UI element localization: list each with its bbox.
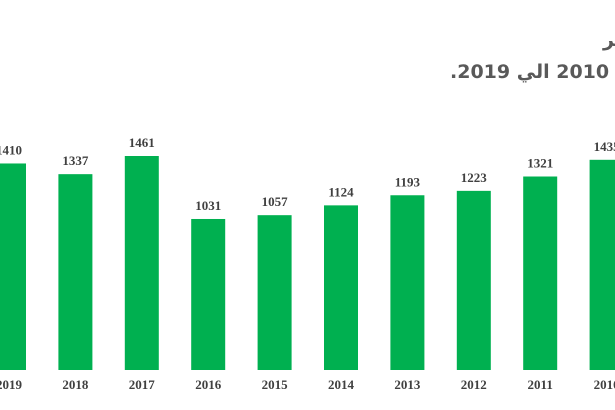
x-tick-label: 2011 <box>528 377 553 392</box>
x-tick-label: 2013 <box>394 377 421 392</box>
bar <box>324 205 358 370</box>
data-label: 1124 <box>328 184 354 199</box>
data-label: 1223 <box>461 170 488 185</box>
bar <box>390 195 425 370</box>
x-tick-label: 2015 <box>262 377 289 392</box>
data-label: 1337 <box>62 153 89 168</box>
bar <box>456 190 491 370</box>
chart-title: شكل رقم 2: تغير عدد المنشآت الفندقية الع… <box>602 27 615 51</box>
x-tick-label: 2019 <box>0 377 23 392</box>
bar <box>124 156 159 370</box>
bar <box>191 218 226 370</box>
x-tick-label: 2012 <box>461 377 487 392</box>
chart-title: العربية خلال الفترة من 2010 الي 2019. <box>450 61 615 83</box>
data-label: 1435 <box>594 139 615 154</box>
x-tick-label: 2018 <box>62 377 89 392</box>
data-label: 1193 <box>395 174 421 189</box>
x-tick-label: 2010 <box>594 377 615 392</box>
x-tick-label: 2014 <box>328 377 355 392</box>
data-label: 1321 <box>527 156 553 171</box>
data-label: 1410 <box>0 142 22 157</box>
bar <box>58 174 93 370</box>
bar <box>0 163 26 370</box>
x-tick-label: 2016 <box>195 377 222 392</box>
bar <box>257 215 292 370</box>
data-label: 1057 <box>262 194 289 209</box>
x-tick-label: 2017 <box>129 377 156 392</box>
bar <box>589 159 615 370</box>
data-label: 1461 <box>129 135 155 150</box>
data-label: 1031 <box>195 198 221 213</box>
bar <box>523 176 558 370</box>
